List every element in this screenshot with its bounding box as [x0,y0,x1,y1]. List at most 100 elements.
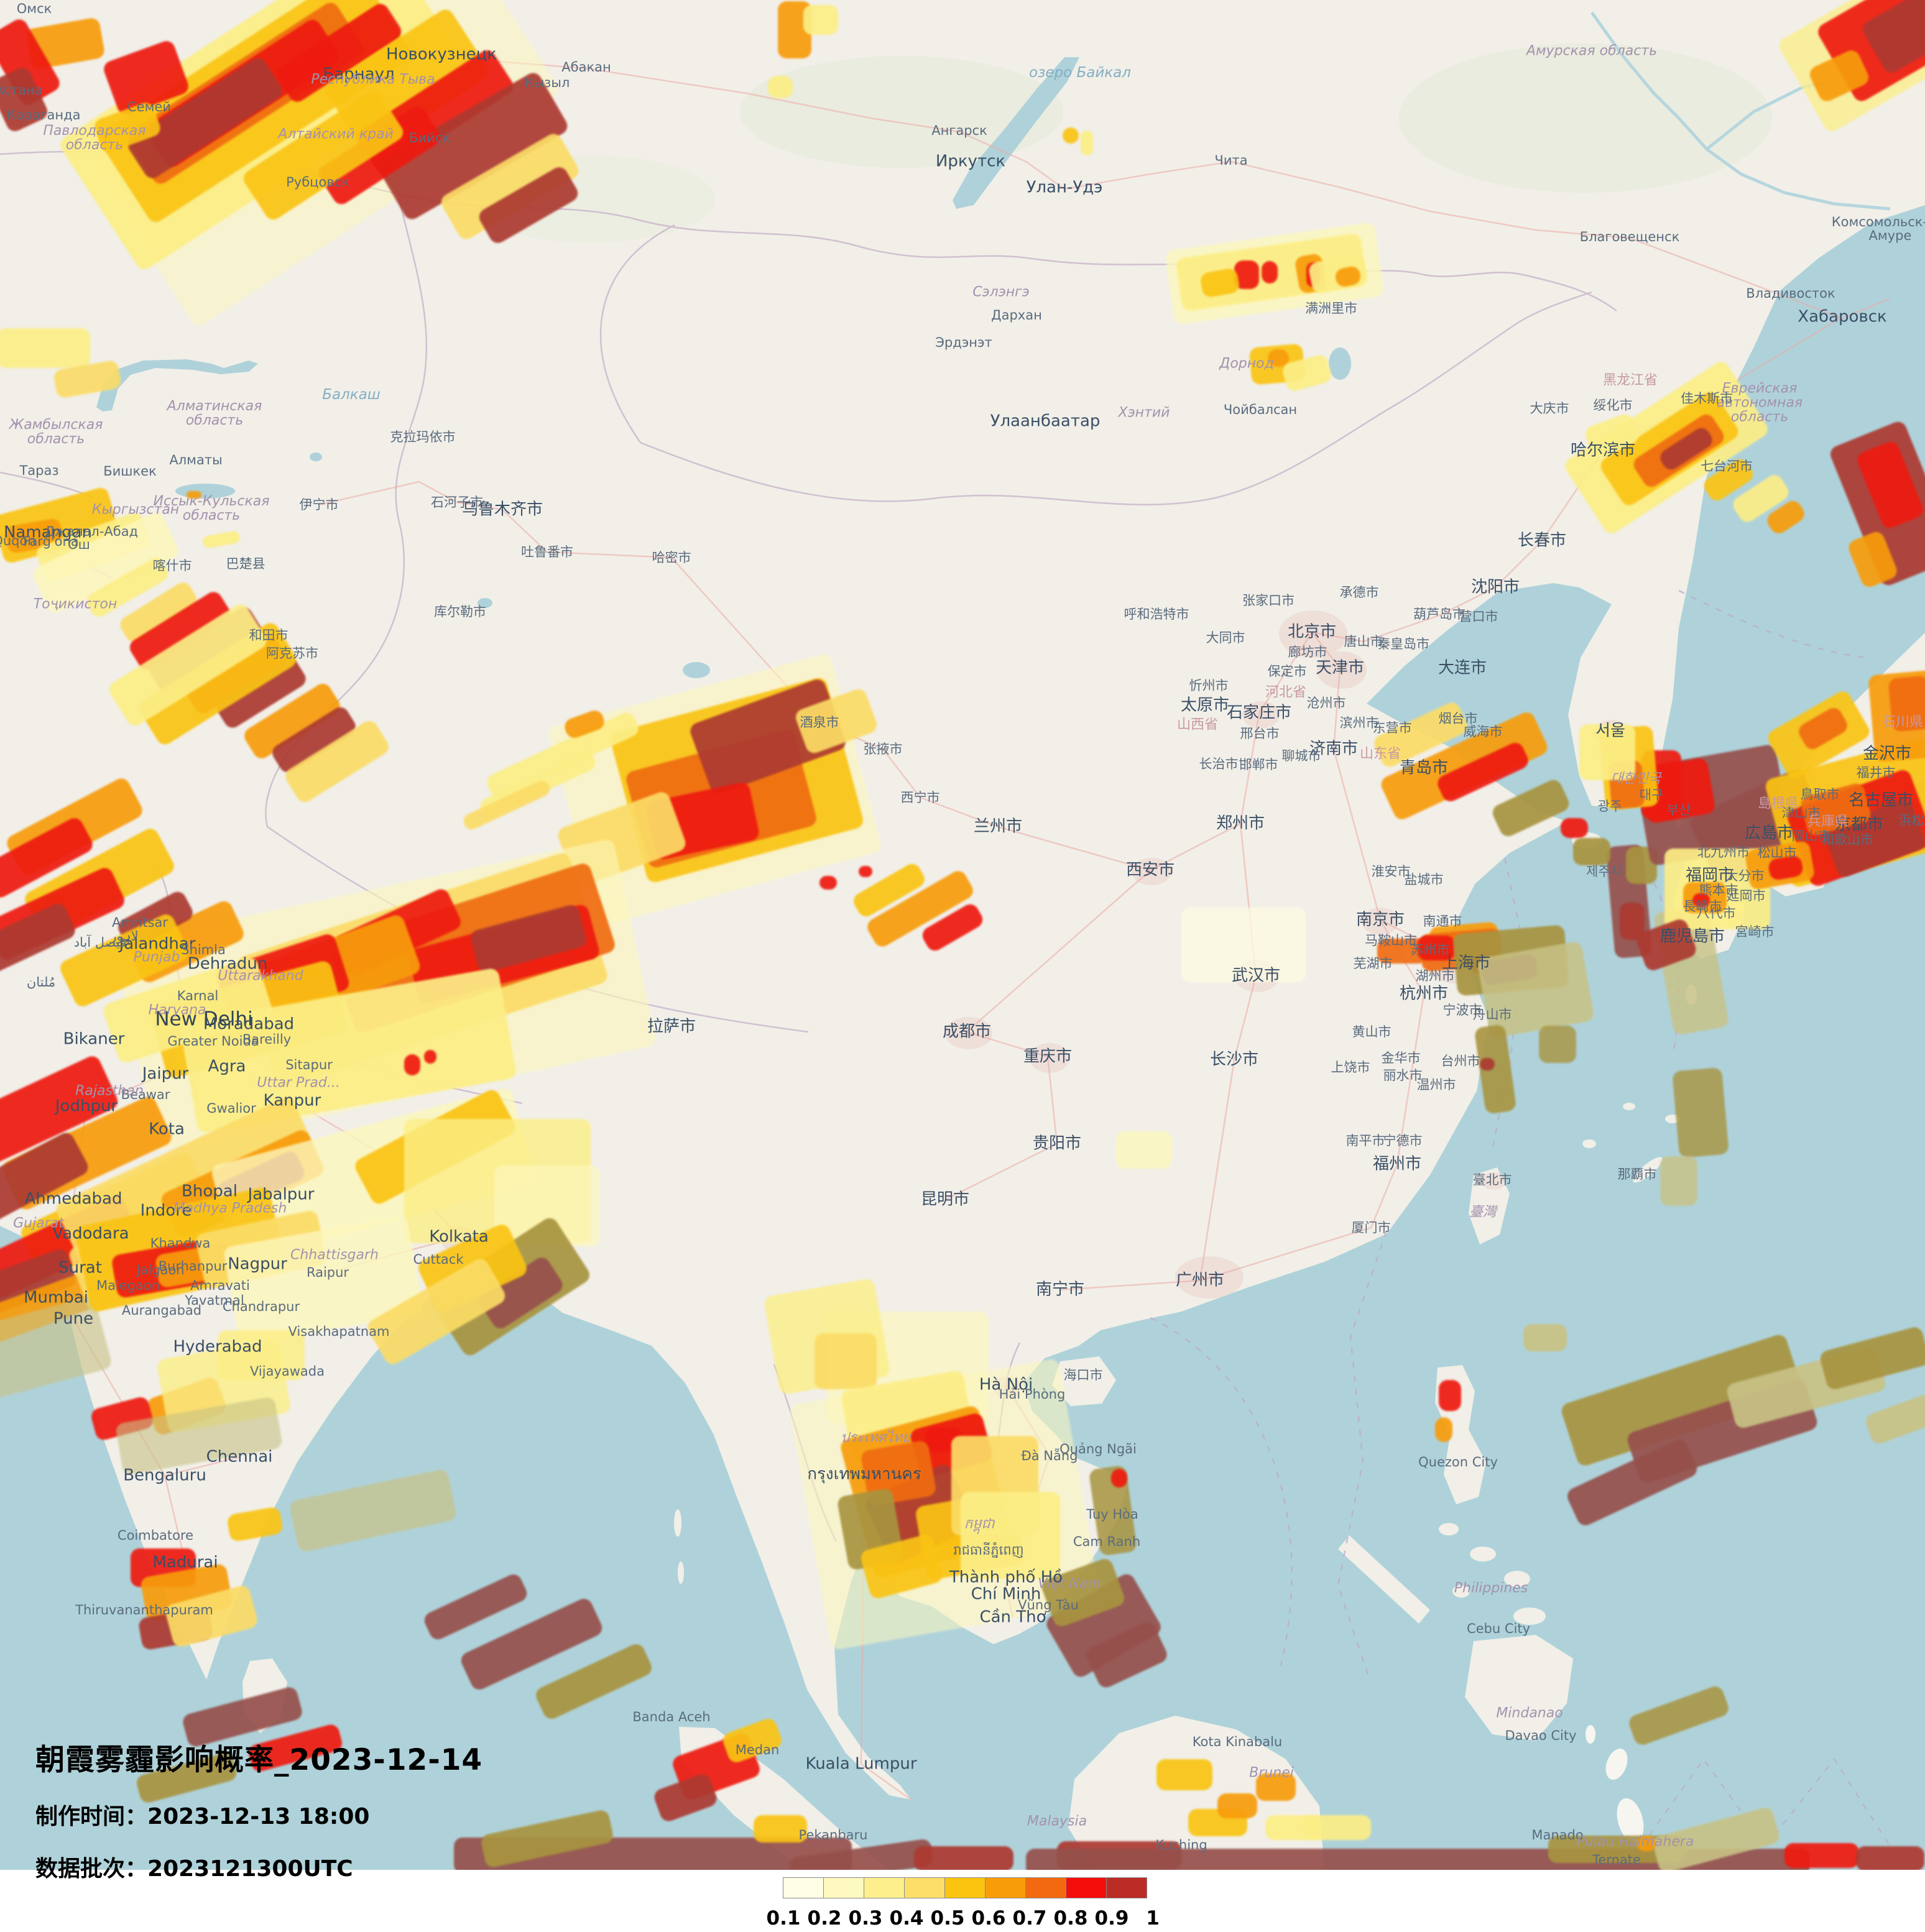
map-label: 延岡市 [1726,888,1766,903]
map-label: Cần Thơ [979,1608,1046,1627]
map-label: 邢台市 [1240,725,1280,741]
map-label: Чита [1214,152,1248,168]
heat-cell [815,1333,877,1389]
legend-tick: 0.6 [971,1907,1006,1930]
map-label: Chandrapur [222,1299,300,1314]
map-label: 松山市 [1757,845,1797,860]
map-label: Jaipur [142,1064,189,1083]
map-label: Punjab [133,949,180,965]
map-label: Rajasthan [75,1083,144,1099]
map-label: 宮崎市 [1735,924,1775,939]
map-label: 东营市 [1372,720,1412,735]
map-label: Эрдэнэт [935,334,992,350]
map-label: Gwalior [206,1100,256,1116]
map-label: 大分市 [1725,868,1765,883]
map-label: 石川県 [1881,714,1924,730]
map-label: Gujarat [13,1215,64,1231]
map-label: Amritsar [112,914,168,930]
map-label: Bengaluru [123,1466,206,1485]
map-label: Agra [208,1057,246,1076]
map-label: Сэлэнгэ [972,284,1030,300]
map-label: 長崎市 [1683,898,1722,914]
map-label: 巴楚县 [226,556,265,571]
map-label: Kanpur [263,1091,321,1110]
map-label: Ангарск [931,122,987,138]
map-label: 宁波市 [1443,1002,1482,1018]
legend-tick: 1 [1146,1907,1160,1930]
heat-cell [1217,1793,1257,1818]
map-label: Алматы [169,452,223,467]
map-label: Бишкек [103,463,157,479]
map-label: 张掖市 [863,741,903,757]
map-label: 酒泉市 [800,714,839,730]
map-label: 威海市 [1463,724,1503,739]
legend-tick: 0.9 [1094,1907,1129,1930]
heat-cell [1256,1773,1296,1801]
map-label: 岡山市 [1791,828,1831,844]
map-label: Улаанбаатар [990,412,1101,431]
heat-cell [1063,127,1079,144]
map-label: Vijayawada [250,1363,325,1379]
map-label: Tuy Hòa [1086,1506,1138,1522]
map-label: Malegaon [96,1277,160,1293]
map-label: 青岛市 [1399,758,1449,778]
data-batch-label: 数据批次： [35,1856,148,1882]
map-label: 大同市 [1206,630,1245,645]
map-label: Хабаровск [1798,307,1887,326]
legend-tick: 0.4 [889,1907,924,1930]
map-label: Павлодарская область [43,122,146,153]
heat-cell [859,866,872,877]
map-label: 哈尔滨市 [1570,441,1636,460]
map-label: 서울 [1595,721,1625,740]
map-label: 济南市 [1309,739,1359,758]
map-label: 兰州市 [973,817,1023,836]
map-label: 南通市 [1423,913,1462,929]
map-label: Дархан [991,307,1042,323]
map-label: Кызыл [524,75,570,90]
heat-cell [961,1492,1060,1579]
heat-cell [1081,131,1093,155]
map-label: Malaysia [1027,1813,1087,1829]
map-label: 臺北市 [1472,1172,1512,1187]
map-label: Cuttack [413,1251,464,1267]
map-label: Бийск [409,130,450,145]
map-label: 忻州市 [1189,678,1229,693]
map-label: 鳥取市 [1800,786,1840,802]
map-label: Brunei [1249,1765,1294,1781]
map-label: 丽水市 [1383,1067,1423,1083]
map-label: 鹿児島市 [1660,927,1725,946]
map-labels: Омск Новокузнецк Барнаул Бийск Рубцовск Абака… [0,2,1925,1867]
map-label: Quezon City [1418,1454,1498,1470]
heat-cell [914,1846,1013,1870]
map-label: 南宁市 [1035,1280,1085,1299]
map-label: Kuching [1155,1837,1207,1852]
map-label: Chhattisgarh [290,1247,379,1263]
map-label: 绥化市 [1593,397,1633,413]
map-label: กรุงเทพมหานคร [807,1465,921,1484]
map-label: 淮安市 [1371,863,1411,879]
map-label: Mumbai [24,1288,88,1307]
map-label: 佳木斯市 [1681,390,1733,406]
map-label: Ternate [1592,1852,1641,1867]
legend-swatch [864,1877,905,1898]
heat-cell [1784,1843,1859,1868]
map-label: រាជធានីភ្នំពេញ [953,1542,1024,1558]
map-label: لاہور [110,928,139,944]
map-label: 苏州市 [1410,942,1450,957]
map-label: 上饶市 [1331,1059,1370,1075]
map-label: 舟山市 [1472,1006,1512,1022]
map-label: Hyderabad [173,1337,262,1356]
map-label: 葫芦岛市 [1413,606,1466,622]
legend-tick: 0.1 [766,1907,801,1930]
map-label: Bhopal [182,1182,238,1201]
map-label: 呼和浩特市 [1124,606,1189,622]
map-label: Иссык-Кульская область [153,493,270,523]
heat-overlay [0,0,1925,1870]
map-label: 兵庫県 [1807,814,1849,830]
heat-cell [1637,1836,1656,1851]
map-label: 西安市 [1125,860,1175,880]
map-label: 张家口市 [1242,592,1295,608]
map-label: Pune [53,1309,94,1328]
map-label: 黄山市 [1352,1024,1392,1039]
map-label: Ош [68,536,90,552]
